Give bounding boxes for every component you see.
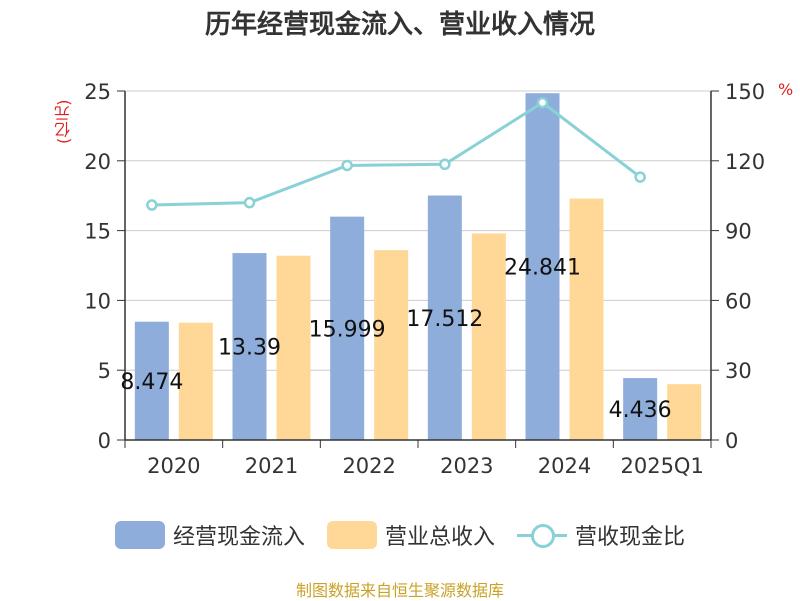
- bar-revenue: [276, 255, 311, 440]
- chart-legend: 经营现金流入 营业总收入 营收现金比: [0, 515, 800, 555]
- right-axis-tick-label: 30: [725, 359, 752, 383]
- data-label-cash-inflow: 8.474: [120, 370, 183, 395]
- ratio-point: [634, 171, 646, 183]
- bar-revenue: [374, 250, 409, 440]
- data-label-cash-inflow: 17.512: [406, 307, 483, 332]
- legend-swatch-ratio: [517, 521, 567, 549]
- ratio-point: [536, 96, 549, 109]
- ratio-point: [146, 199, 158, 211]
- right-axis-tick-label: 0: [725, 429, 738, 453]
- right-axis-tick-label: 120: [725, 150, 765, 174]
- ratio-point: [341, 159, 353, 172]
- left-axis-tick-label: 20: [84, 150, 111, 174]
- legend-item-revenue[interactable]: 营业总收入: [326, 519, 495, 551]
- right-axis-unit: %: [778, 80, 794, 99]
- x-axis-tick-label: 2021: [245, 454, 298, 478]
- data-label-cash-inflow: 13.39: [218, 336, 281, 361]
- bar-revenue: [569, 198, 604, 440]
- left-axis-tick-label: 5: [98, 359, 111, 383]
- x-axis-tick-label: 2022: [342, 454, 395, 478]
- chart-title: 历年经营现金流入、营业收入情况: [204, 10, 595, 40]
- left-axis-tick-label: 15: [84, 220, 111, 244]
- bar-cash-inflow: [623, 378, 658, 440]
- left-axis-tick-label: 0: [98, 429, 111, 453]
- legend-label-ratio: 营收现金比: [575, 525, 686, 550]
- legend-swatch-revenue: [326, 521, 377, 549]
- left-axis-tick-label: 10: [84, 289, 111, 313]
- x-axis-tick-label: 2023: [440, 454, 493, 478]
- ratio-line: [151, 100, 642, 207]
- x-axis-tick-label: 2025Q1: [620, 454, 703, 478]
- ratio-point: [243, 196, 256, 209]
- bar-cash-inflow: [427, 195, 462, 440]
- bar-revenue: [667, 384, 702, 440]
- x-axis-tick-label: 2024: [538, 454, 591, 478]
- bar-cash-inflow: [330, 216, 365, 440]
- right-axis-tick-label: 150: [725, 80, 765, 104]
- legend-label-cash-inflow: 经营现金流入: [172, 525, 305, 550]
- ratio-point: [439, 158, 451, 171]
- right-axis-tick-label: 60: [725, 289, 752, 313]
- bar-cash-inflow: [134, 321, 169, 440]
- legend-swatch-cash-inflow: [114, 521, 165, 549]
- x-axis-tick-label: 2020: [147, 454, 200, 478]
- data-label-cash-inflow: 15.999: [309, 317, 386, 342]
- data-label-cash-inflow: 24.841: [504, 256, 581, 281]
- legend-item-cash-inflow[interactable]: 经营现金流入: [114, 519, 305, 551]
- legend-item-ratio[interactable]: 营收现金比: [517, 519, 685, 551]
- data-source-note: 制图数据来自恒生聚源数据库: [295, 581, 504, 600]
- bar-cash-inflow: [525, 93, 560, 441]
- bar-cash-inflow: [232, 253, 267, 440]
- left-axis-tick-label: 25: [84, 80, 111, 104]
- bar-revenue: [471, 233, 506, 440]
- right-axis-tick-label: 90: [725, 220, 752, 244]
- bar-revenue: [178, 322, 213, 440]
- data-label-cash-inflow: 4.436: [609, 398, 672, 423]
- legend-label-revenue: 营业总收入: [384, 525, 495, 550]
